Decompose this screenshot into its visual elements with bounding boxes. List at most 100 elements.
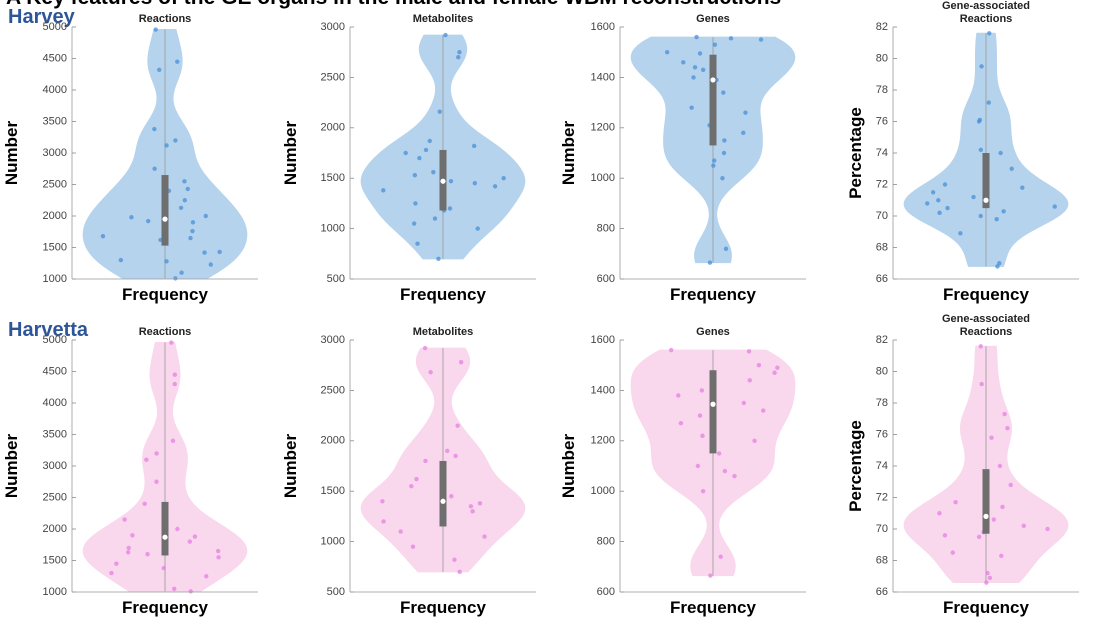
data-point — [712, 158, 717, 163]
y-tick-label: 4000 — [43, 84, 67, 96]
box — [709, 54, 717, 146]
y-tick-label: 3500 — [43, 115, 67, 127]
data-point — [758, 37, 764, 42]
y-tick-label: 1000 — [321, 223, 345, 235]
data-point — [930, 190, 936, 195]
data-point — [118, 257, 124, 263]
data-point — [164, 143, 169, 148]
data-point — [945, 205, 950, 211]
data-point — [170, 438, 176, 443]
x-axis-label: Frequency — [400, 285, 487, 304]
data-point — [109, 570, 114, 576]
data-point — [691, 75, 696, 80]
box — [161, 175, 169, 246]
panel-title: Reactions — [138, 13, 192, 25]
y-tick-label: 1600 — [591, 334, 615, 346]
y-tick-label: 68 — [876, 554, 888, 566]
data-point — [950, 550, 955, 555]
data-point — [718, 554, 723, 559]
data-point — [154, 451, 159, 456]
data-point — [431, 169, 436, 175]
data-point — [720, 176, 725, 181]
data-point — [1002, 411, 1007, 417]
data-point — [722, 138, 727, 143]
data-point — [712, 42, 718, 47]
y-tick-label: 76 — [876, 115, 888, 127]
data-point — [169, 340, 174, 345]
data-point — [154, 479, 159, 484]
data-point — [129, 215, 134, 220]
data-point — [1045, 526, 1050, 532]
y-tick-label: 76 — [876, 428, 888, 440]
panel-title: Genes — [696, 13, 730, 25]
y-tick-label: 2000 — [321, 435, 345, 447]
y-tick-label: 1400 — [591, 71, 615, 83]
panel-title: Metabolites — [412, 326, 474, 338]
data-point — [664, 50, 670, 55]
data-point — [1020, 185, 1025, 190]
y-tick-label: 800 — [597, 223, 615, 235]
x-axis-label: Frequency — [122, 285, 209, 304]
data-point — [188, 235, 193, 241]
data-point — [217, 249, 222, 255]
data-point — [722, 468, 728, 474]
data-point — [409, 483, 414, 489]
data-point — [470, 509, 475, 514]
data-point — [716, 451, 722, 456]
data-point — [130, 533, 135, 538]
data-point — [984, 580, 989, 585]
y-tick-label: 600 — [597, 586, 615, 598]
data-point — [423, 147, 429, 153]
x-axis-label: Frequency — [400, 598, 487, 617]
y-tick-label: 82 — [876, 334, 888, 346]
data-point — [681, 60, 686, 65]
median — [983, 513, 989, 520]
data-point — [182, 198, 187, 203]
data-point — [422, 345, 428, 351]
data-point — [445, 448, 450, 454]
y-tick-label: 66 — [876, 273, 888, 285]
data-point — [190, 220, 196, 225]
data-point — [728, 36, 734, 41]
group-label: Harvey — [8, 6, 75, 28]
data-point — [732, 473, 737, 479]
data-point — [756, 363, 762, 368]
data-point — [689, 105, 694, 110]
data-point — [452, 557, 457, 562]
y-tick-label: 2500 — [321, 384, 345, 396]
y-tick-label: 1000 — [321, 536, 345, 548]
data-point — [427, 138, 432, 144]
y-tick-label: 4500 — [43, 52, 67, 64]
x-axis-label: Frequency — [943, 598, 1030, 617]
data-point — [144, 457, 149, 462]
y-tick-label: 800 — [597, 536, 615, 548]
y-tick-label: 1500 — [321, 485, 345, 497]
y-tick-label: 3000 — [43, 147, 67, 159]
data-point — [185, 186, 190, 192]
y-tick-label: 70 — [876, 523, 888, 535]
data-point — [501, 176, 506, 181]
data-point — [443, 32, 448, 38]
data-point — [700, 489, 706, 494]
data-point — [669, 347, 674, 353]
data-point — [987, 575, 993, 581]
data-point — [428, 370, 433, 375]
y-tick-label: 66 — [876, 586, 888, 598]
y-tick-label: 70 — [876, 210, 888, 222]
y-axis-label: Number — [2, 121, 21, 186]
data-point — [457, 50, 462, 55]
data-point — [1000, 504, 1005, 510]
y-tick-label: 3000 — [43, 460, 67, 472]
data-point — [694, 34, 699, 40]
data-point — [152, 166, 157, 171]
median — [440, 178, 446, 184]
box — [709, 370, 717, 454]
data-point — [145, 552, 150, 557]
data-point — [152, 126, 157, 132]
data-point — [203, 213, 208, 219]
data-point — [157, 67, 162, 73]
y-tick-label: 2500 — [321, 71, 345, 83]
data-point — [1021, 523, 1026, 529]
data-point — [978, 147, 984, 153]
data-point — [775, 365, 780, 370]
